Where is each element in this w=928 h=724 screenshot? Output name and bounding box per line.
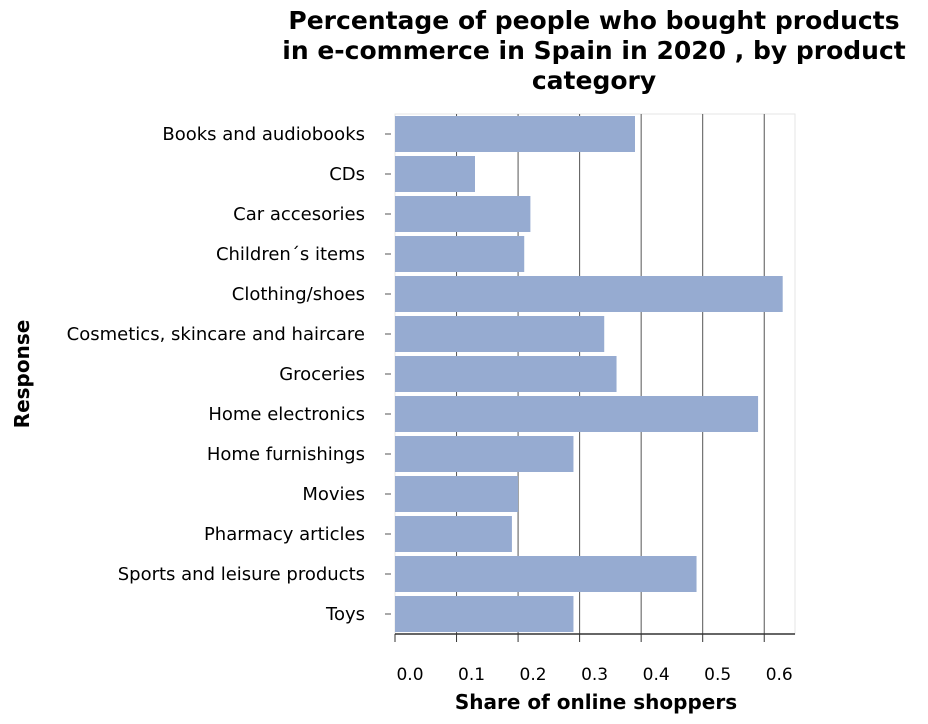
category-label: Books and audiobooks	[162, 124, 365, 145]
category-label: Groceries	[279, 364, 365, 385]
category-label: Movies	[302, 484, 365, 505]
bar	[395, 236, 525, 272]
category-label: Car accesories	[233, 204, 365, 225]
bar	[395, 116, 635, 152]
bar	[395, 156, 475, 192]
category-label: CDs	[329, 164, 365, 185]
x-tick-label: 0.1	[458, 665, 485, 685]
x-tick-label: 0.4	[643, 665, 670, 685]
chart-title: Percentage of people who bought products…	[282, 6, 906, 95]
x-tick-label: 0.6	[766, 665, 793, 685]
x-axis-title: Share of online shoppers	[454, 690, 738, 714]
category-label: Sports and leisure products	[118, 564, 365, 585]
x-tick-label: 0.0	[396, 665, 423, 685]
category-label: Pharmacy articles	[204, 524, 365, 545]
category-label: Home electronics	[208, 404, 365, 425]
category-label: Children´s items	[216, 244, 365, 265]
bar	[395, 316, 605, 352]
bar	[395, 556, 697, 592]
bars	[395, 116, 783, 632]
bar	[395, 196, 531, 232]
bar	[395, 476, 519, 512]
bar	[395, 516, 512, 552]
bar	[395, 596, 574, 632]
bar	[395, 436, 574, 472]
category-label: Clothing/shoes	[232, 284, 365, 305]
category-label: Cosmetics, skincare and haircare	[67, 324, 365, 345]
bar	[395, 276, 783, 312]
category-label: Toys	[325, 604, 365, 625]
bar	[395, 356, 617, 392]
x-tick-label: 0.5	[704, 665, 731, 685]
axes: Books and audiobooks CDs Car accesories Chi…	[67, 124, 795, 685]
category-label: Home furnishings	[207, 444, 365, 465]
bar	[395, 396, 759, 432]
x-tick-label: 0.3	[581, 665, 608, 685]
x-tick-label: 0.2	[520, 665, 547, 685]
